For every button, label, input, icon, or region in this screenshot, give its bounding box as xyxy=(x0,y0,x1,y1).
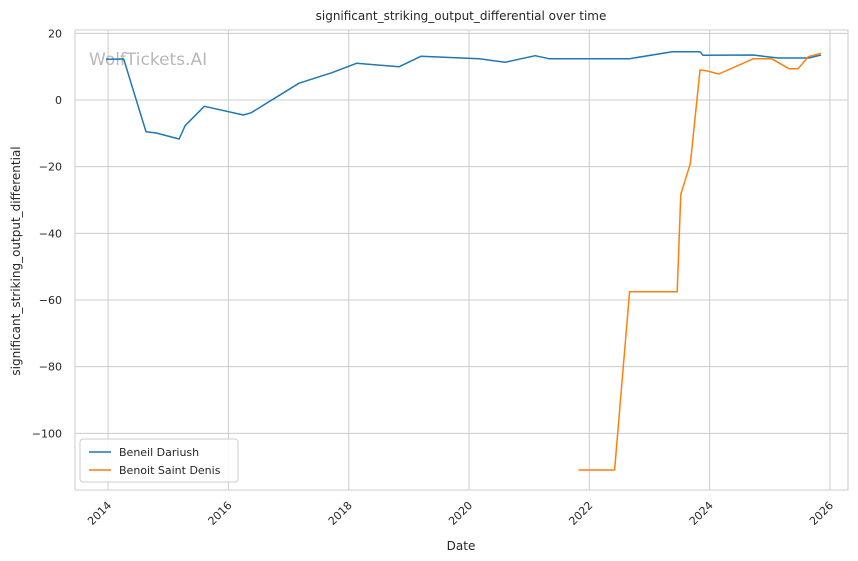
grid-lines xyxy=(75,30,848,490)
y-tick-label: −80 xyxy=(39,361,62,374)
plot-area xyxy=(75,30,848,490)
legend-box xyxy=(79,438,239,483)
legend: Beneil Dariush Benoit Saint Denis xyxy=(79,438,239,483)
y-axis-label: significant_striking_output_differential xyxy=(9,146,23,375)
y-tick-label: −100 xyxy=(32,427,62,440)
x-tick-label: 2020 xyxy=(446,499,475,528)
x-tick-labels: 2014 2016 2018 2020 2022 2024 2026 xyxy=(85,499,836,528)
series-line-2 xyxy=(578,52,822,471)
x-axis-label: Date xyxy=(447,539,476,553)
x-tick-label: 2014 xyxy=(85,499,114,528)
legend-label: Benoit Saint Denis xyxy=(119,464,221,477)
y-tick-label: −40 xyxy=(39,227,62,240)
y-tick-label: 0 xyxy=(55,94,62,107)
x-tick-label: 2026 xyxy=(807,499,836,528)
y-tick-label: −60 xyxy=(39,294,62,307)
x-tick-label: 2016 xyxy=(206,499,235,528)
legend-label: Beneil Dariush xyxy=(119,446,199,459)
series-group xyxy=(106,50,822,471)
x-tick-label: 2024 xyxy=(687,499,716,528)
chart-title: significant_striking_output_differential… xyxy=(316,9,607,23)
y-tick-labels: 20 0 −20 −40 −60 −80 −100 xyxy=(32,27,62,440)
y-tick-label: −20 xyxy=(39,161,62,174)
x-tick-label: 2018 xyxy=(326,499,355,528)
series-line-1 xyxy=(106,50,822,140)
plot-frame xyxy=(74,29,849,491)
watermark-text: WolfTickets.AI xyxy=(89,50,207,70)
y-tick-label: 20 xyxy=(48,27,62,40)
x-tick-label: 2022 xyxy=(566,499,595,528)
